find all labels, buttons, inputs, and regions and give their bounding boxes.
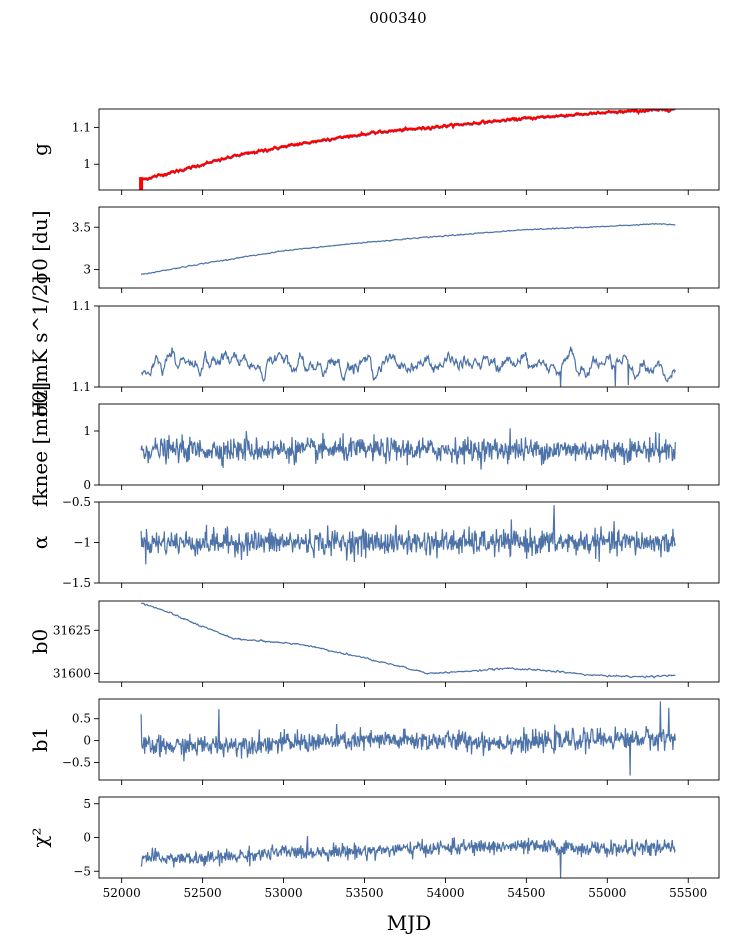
series-line	[141, 346, 676, 387]
y-tick-label: 1.1	[72, 299, 91, 313]
x-tick-label: 54500	[507, 886, 545, 900]
y-tick-label: 3	[83, 262, 91, 276]
figure-title: 000340	[369, 9, 426, 27]
y-tick-label: −0.5	[62, 755, 91, 769]
panels: 1 1.1 g 3 3.5 σ0 [du] 1.1 1.1 σ0[mK s^1/2] 0 1 fkne…	[28, 108, 720, 900]
y-tick-label: 0.5	[72, 712, 91, 726]
series-line	[140, 505, 676, 565]
axes-frame	[98, 698, 720, 781]
series-line	[140, 835, 676, 878]
series-group	[140, 505, 676, 565]
y-tick-label: 31600	[53, 666, 91, 680]
y-tick-label: 31625	[53, 623, 91, 637]
y-tick-label: −0.5	[62, 495, 91, 509]
panel-5: −1.5 −1 −0.5 α	[28, 495, 720, 590]
series-group	[140, 602, 676, 679]
series-group	[141, 346, 676, 387]
y-axis-label: σ0 [du]	[28, 210, 52, 284]
y-axis-label: b1	[28, 727, 52, 753]
x-tick-label: 52000	[103, 886, 141, 900]
y-tick-label: −1	[73, 536, 91, 550]
y-tick-label: 1	[83, 157, 91, 171]
panel-1: 1 1.1 g	[28, 108, 720, 195]
x-axis-label: MJD	[387, 911, 432, 935]
x-tick-label: 52500	[184, 886, 222, 900]
series-group	[140, 428, 676, 470]
y-tick-label: 5	[83, 797, 91, 811]
y-tick-label: 1.1	[72, 380, 91, 394]
series-line	[140, 701, 676, 776]
y-tick-label: −1.5	[62, 576, 91, 590]
panel-2: 3 3.5 σ0 [du]	[28, 206, 720, 293]
y-axis-label: fknee [mHz]	[28, 382, 52, 507]
series-line	[140, 428, 676, 470]
y-axis-label: α	[28, 536, 52, 550]
y-axis-label: σ0[mK s^1/2]	[28, 276, 52, 417]
panel-8: −5 0 5 52000 52500 53000 53500 54000 54500 55000 5…	[28, 796, 720, 900]
panel-3: 1.1 1.1 σ0[mK s^1/2]	[28, 276, 720, 417]
y-tick-label: 0	[83, 831, 91, 845]
x-tick-label: 55500	[669, 886, 707, 900]
series-line	[141, 109, 676, 182]
series-line	[140, 222, 676, 275]
series-group	[140, 835, 676, 878]
series-group	[139, 109, 676, 190]
x-tick-label: 53500	[345, 886, 383, 900]
x-tick-label: 55000	[588, 886, 626, 900]
axes-frame	[98, 600, 720, 683]
x-tick-label: 53000	[264, 886, 302, 900]
x-tick-label: 54000	[426, 886, 464, 900]
y-axis-label: g	[28, 143, 52, 156]
axes-frame	[98, 108, 720, 191]
y-tick-label: 1	[83, 424, 91, 438]
y-tick-label: 3.5	[72, 220, 91, 234]
series-group	[140, 222, 676, 275]
y-axis-label: b0	[28, 629, 52, 655]
axes-frame	[98, 206, 720, 289]
y-tick-label: 1.1	[72, 120, 91, 134]
axes-frame	[98, 796, 720, 879]
y-tick-label: −5	[73, 864, 91, 878]
overlay-line	[140, 109, 676, 181]
panel-4: 0 1 fknee [mHz]	[28, 382, 720, 507]
series-line	[140, 602, 676, 679]
y-tick-label: 0	[83, 734, 91, 748]
series-group	[140, 701, 676, 776]
y-axis-label: χ²	[28, 827, 52, 847]
y-tick-label: 0	[83, 478, 91, 492]
axes-frame	[98, 305, 720, 388]
panel-7: −0.5 0 0.5 b1	[28, 698, 720, 785]
axes-frame	[98, 403, 720, 486]
